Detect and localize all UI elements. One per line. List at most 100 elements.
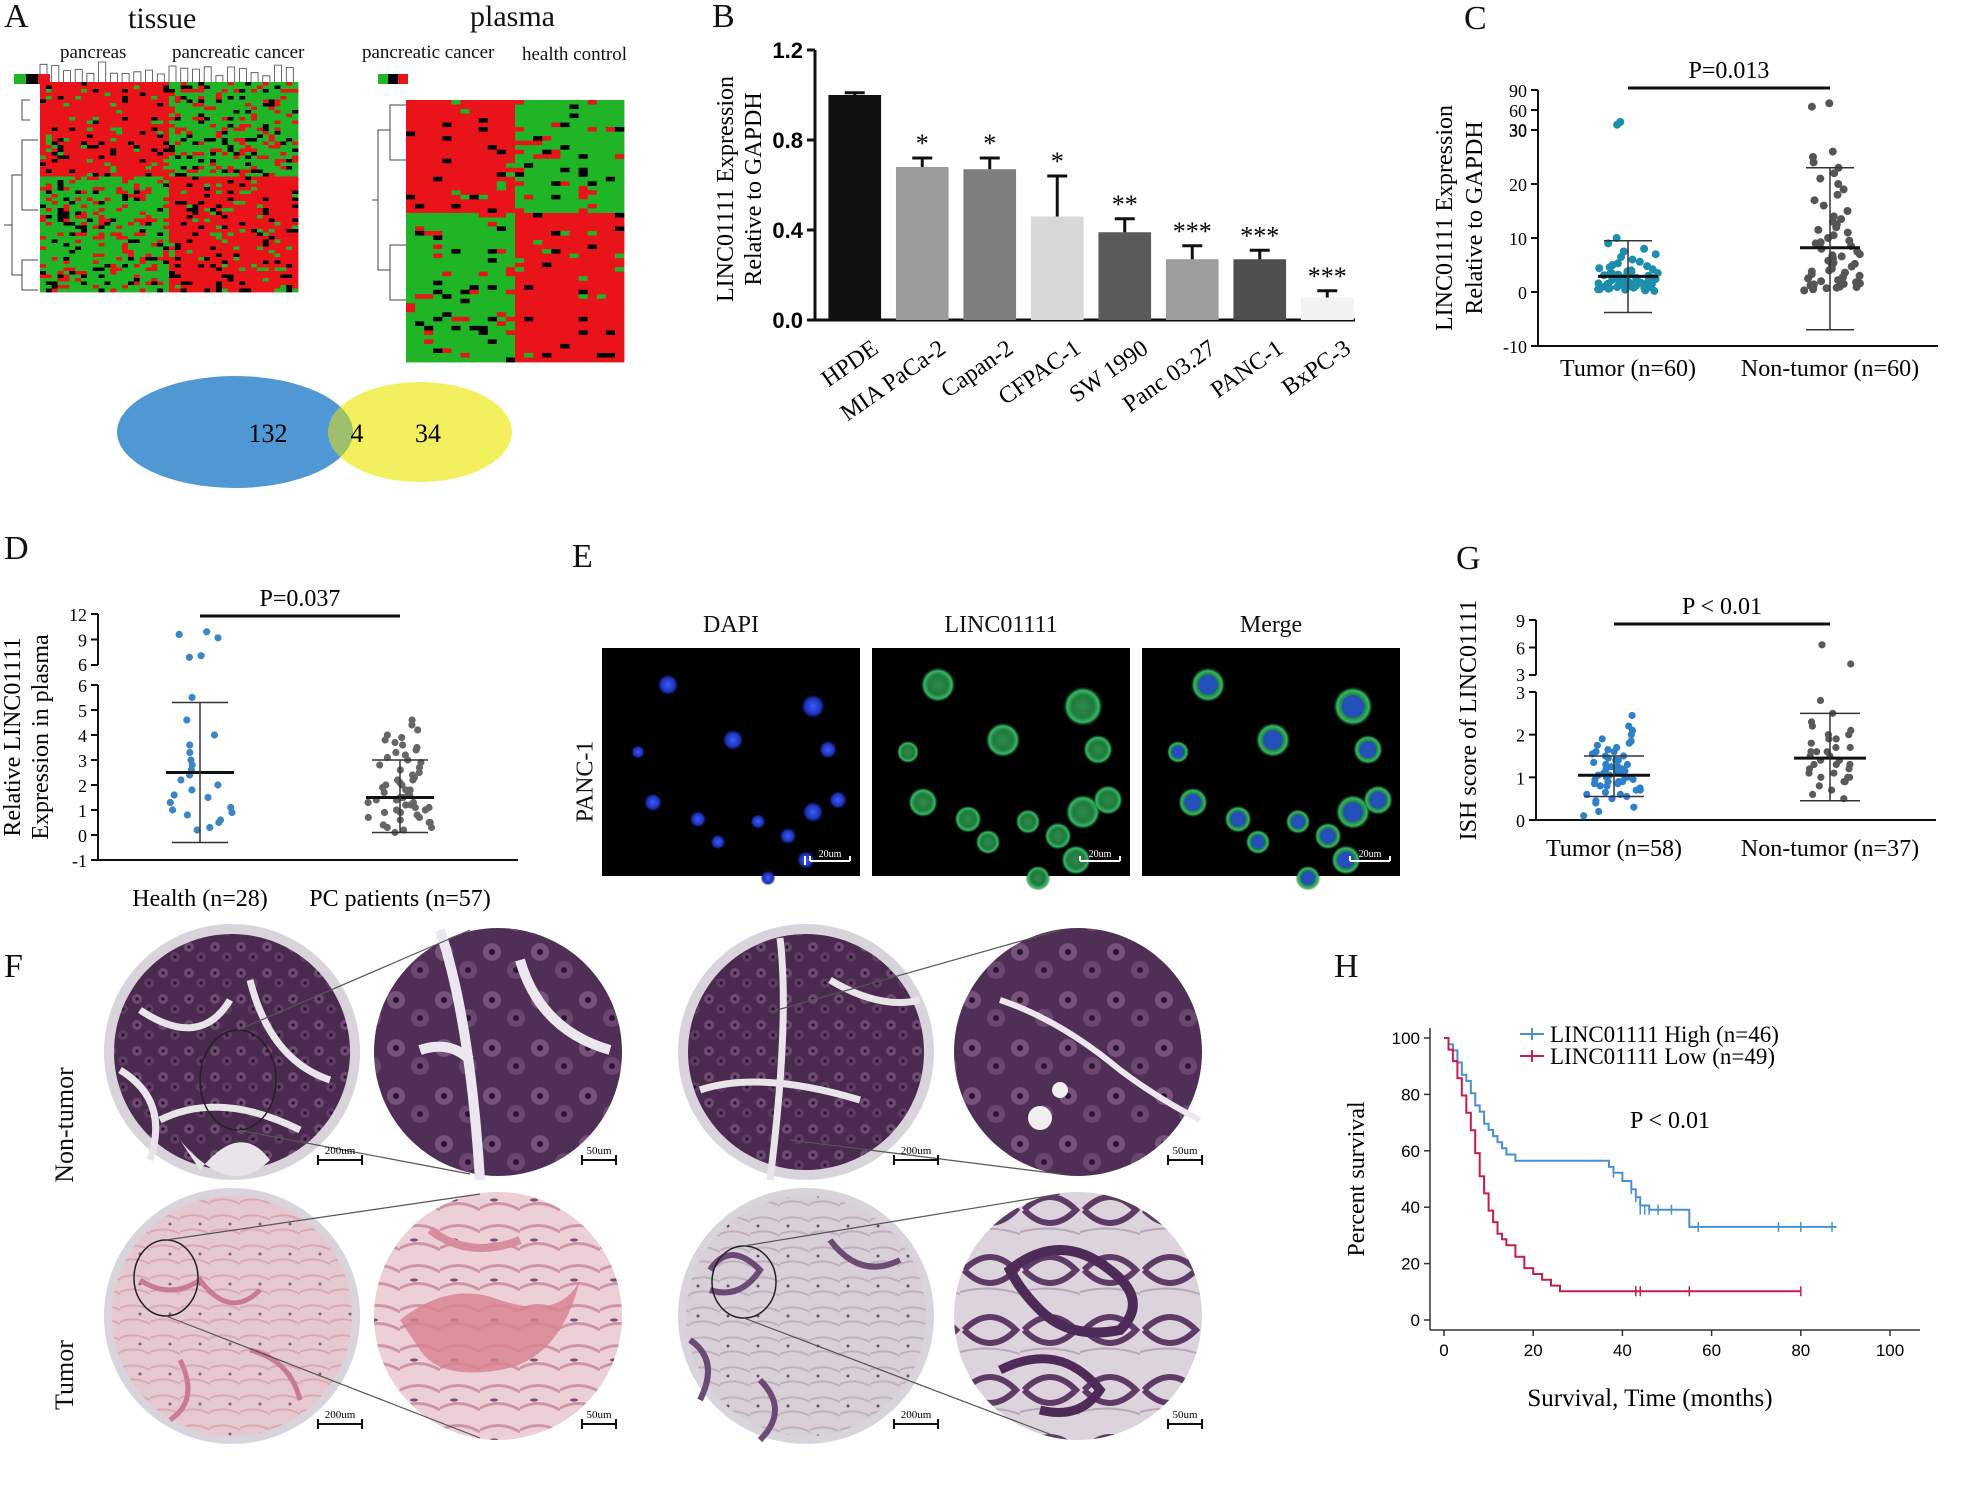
heatmap-cell <box>274 162 281 167</box>
heatmap-cell <box>92 134 100 139</box>
heatmap-cell <box>157 169 164 174</box>
heatmap-cell <box>198 159 205 163</box>
heatmap-cell <box>560 339 570 345</box>
heatmap-cell <box>280 285 287 289</box>
heatmap-cell <box>169 281 176 286</box>
heatmap-cell <box>51 99 58 104</box>
heatmap-cell <box>560 158 570 164</box>
y-tick-label: 80 <box>1401 1085 1420 1104</box>
heatmap-cell <box>145 215 152 219</box>
heatmap-cell <box>533 294 543 300</box>
heatmap-cell <box>86 281 94 286</box>
x-tick-label: 100 <box>1876 1341 1904 1360</box>
heatmap-cell <box>433 194 443 200</box>
heatmap-cell <box>98 141 105 146</box>
heatmap-cell <box>127 278 135 282</box>
heatmap-cell <box>86 218 94 223</box>
heatmap-cell <box>515 145 525 151</box>
heatmap-cell <box>239 173 246 177</box>
heatmap-cell <box>139 169 146 174</box>
x-tick-label: Tumor (n=58) <box>1546 836 1682 862</box>
heatmap-cell <box>239 218 246 223</box>
heatmap-cell <box>69 232 76 237</box>
linc01111-image <box>872 648 1130 876</box>
heatmap-cell <box>487 212 498 218</box>
heatmap-cell <box>569 217 579 223</box>
heatmap-cell <box>469 158 480 164</box>
heatmap-cell <box>45 208 53 212</box>
heatmap-cell <box>286 264 293 268</box>
heatmap-cell <box>227 176 234 181</box>
heatmap-cell <box>280 169 287 174</box>
heatmap-cell <box>551 109 561 114</box>
heatmap-cell <box>256 124 264 128</box>
heatmap-cell <box>139 152 146 156</box>
heatmap-cell <box>496 352 507 358</box>
legend-label: LINC01111 High (n=46) <box>1550 1022 1779 1047</box>
linc01111-cell <box>954 805 982 833</box>
heatmap-cell <box>280 229 287 233</box>
heatmap-cell <box>442 217 452 223</box>
heatmap-cell <box>180 257 187 261</box>
heatmap-cell <box>542 330 552 336</box>
heatmap-cell <box>478 181 489 187</box>
heatmap-cell <box>268 92 275 97</box>
heatmap-cell <box>515 298 525 304</box>
heatmap-cell <box>57 166 64 170</box>
heatmap-cell <box>596 276 607 282</box>
heatmap-cell <box>442 118 452 123</box>
heatmap-cell <box>605 109 616 114</box>
heatmap-cell <box>533 280 543 286</box>
heatmap-cell <box>596 167 607 173</box>
heatmap-cell <box>433 339 443 345</box>
heatmap-cell <box>496 221 507 227</box>
heatmap-cell <box>215 264 223 268</box>
heatmap-cell <box>127 152 135 156</box>
heatmap-cell <box>614 289 625 295</box>
heatmap-cell <box>145 176 152 181</box>
venn-left <box>117 376 353 488</box>
heatmap-cell <box>262 194 270 198</box>
heatmap-cell <box>451 294 461 300</box>
y-tick-label: 0 <box>1518 283 1527 303</box>
heatmap-cell <box>233 257 240 261</box>
heatmap-cell <box>533 118 543 123</box>
data-point <box>1805 765 1814 773</box>
heatmap-cell <box>256 194 264 198</box>
significance-mark: ** <box>1112 190 1138 219</box>
heatmap-cell <box>139 246 146 251</box>
heatmap-cell <box>192 166 199 170</box>
heatmap-cell <box>57 187 64 191</box>
heatmap-cell <box>524 113 534 119</box>
heatmap-cell <box>578 289 589 295</box>
heatmap-cell <box>133 215 141 219</box>
heatmap-cell <box>157 127 164 132</box>
heatmap-cell <box>578 276 589 282</box>
heatmap-cell <box>245 222 252 226</box>
heatmap-cell <box>51 103 58 107</box>
heatmap-cell <box>69 169 76 174</box>
heatmap-cell <box>51 110 58 114</box>
heatmap-cell <box>245 180 252 184</box>
heatmap-cell <box>81 201 88 205</box>
heatmap-cell <box>524 118 534 123</box>
heatmap-cell <box>81 267 88 272</box>
heatmap-cell <box>280 155 287 160</box>
heatmap-cell <box>424 276 434 282</box>
heatmap-cell <box>515 136 525 142</box>
heatmap-cell <box>542 131 552 137</box>
heatmap-cell <box>256 222 264 226</box>
dendrogram-branch <box>180 67 189 82</box>
heatmap-cell <box>515 149 525 155</box>
heatmap-cell <box>133 162 141 167</box>
heatmap-cell <box>286 225 293 230</box>
heatmap-cell <box>104 257 111 261</box>
heatmap-cell <box>204 260 211 265</box>
heatmap-cell <box>280 131 287 135</box>
y-tick-label: 5 <box>78 701 87 721</box>
heatmap-cell <box>596 217 607 223</box>
heatmap-cell <box>587 131 598 137</box>
heatmap-cell <box>221 180 229 184</box>
significance-mark: *** <box>1308 262 1347 291</box>
heatmap-cell <box>406 271 416 277</box>
